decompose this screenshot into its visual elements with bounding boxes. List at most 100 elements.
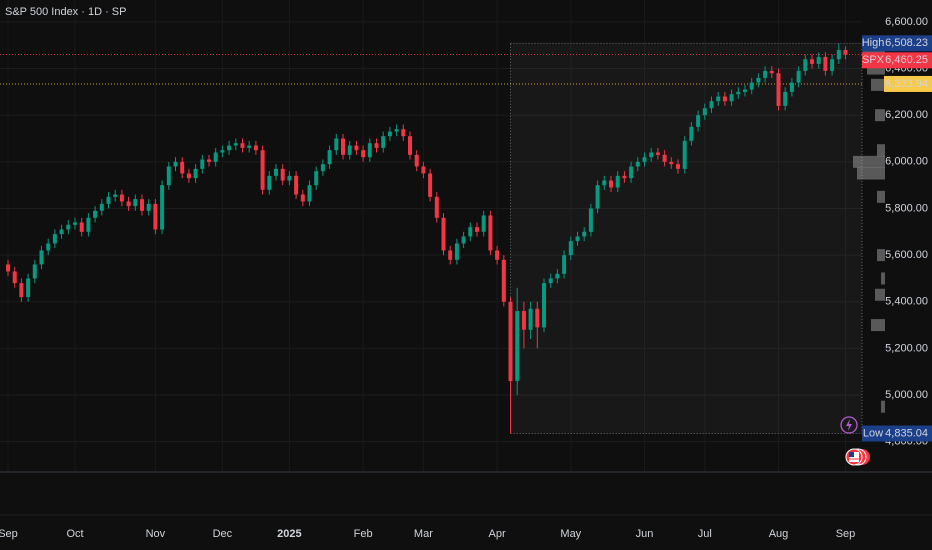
candle-body bbox=[736, 91, 741, 95]
candle-body bbox=[126, 201, 131, 207]
candle-body bbox=[401, 129, 406, 137]
y-tick-label: 5,800.00 bbox=[885, 202, 928, 214]
y-tick-label: 5,200.00 bbox=[885, 342, 928, 354]
candle-body bbox=[763, 70, 768, 78]
candle-body bbox=[749, 82, 754, 90]
candle-body bbox=[247, 145, 252, 148]
candle-body bbox=[93, 210, 98, 218]
candle-body bbox=[46, 243, 51, 251]
alert-icon[interactable] bbox=[840, 416, 858, 434]
candle-body bbox=[635, 161, 640, 167]
candle-body bbox=[327, 150, 332, 165]
marker-label: SPX bbox=[862, 54, 885, 66]
candle-body bbox=[133, 199, 138, 207]
candle-body bbox=[52, 234, 57, 244]
marker-label-box bbox=[862, 35, 884, 52]
candle-body bbox=[106, 196, 111, 204]
candle-body bbox=[615, 175, 620, 188]
candle-body bbox=[582, 231, 587, 237]
marker-label-box bbox=[862, 425, 884, 442]
marker-label: Low bbox=[863, 427, 883, 439]
plot-layer bbox=[0, 42, 885, 435]
candle-body bbox=[6, 264, 10, 272]
candle-body bbox=[595, 185, 600, 209]
candle-body bbox=[836, 49, 841, 60]
marker-value-box bbox=[884, 75, 932, 92]
candle-body bbox=[19, 283, 24, 298]
candle-body bbox=[796, 70, 801, 83]
candle-body bbox=[119, 194, 124, 202]
marker-label: High bbox=[862, 37, 885, 49]
candle-body bbox=[468, 227, 473, 237]
x-tick-label: Dec bbox=[213, 528, 233, 540]
candle-body bbox=[307, 185, 312, 202]
candle-body bbox=[160, 185, 165, 230]
candle-body bbox=[575, 236, 580, 242]
candle-body bbox=[153, 203, 158, 230]
candle-body bbox=[414, 154, 419, 167]
candle-body bbox=[528, 308, 533, 330]
candle-body bbox=[253, 145, 258, 151]
grid-layer bbox=[0, 0, 862, 472]
candle-body bbox=[803, 59, 808, 71]
x-tick-label: May bbox=[560, 528, 581, 540]
x-tick-label: 2025 bbox=[277, 528, 301, 540]
candle-body bbox=[729, 94, 734, 102]
candle-body bbox=[66, 224, 71, 230]
candle-body bbox=[783, 91, 788, 106]
candle-body bbox=[421, 166, 426, 174]
candle-body bbox=[434, 196, 439, 218]
range-box bbox=[510, 42, 863, 435]
candle-body bbox=[441, 217, 446, 251]
candle-body bbox=[810, 59, 814, 64]
candle-body bbox=[381, 136, 386, 148]
candle-body bbox=[568, 241, 573, 256]
candle-body bbox=[59, 229, 64, 235]
events-icon[interactable] bbox=[845, 448, 870, 466]
candle-body bbox=[146, 203, 151, 211]
profile-bar bbox=[871, 78, 885, 91]
candle-body bbox=[488, 215, 493, 251]
candle-body bbox=[676, 164, 680, 169]
x-tick-label: Sep bbox=[836, 528, 856, 540]
candle-body bbox=[689, 126, 694, 141]
candle-body bbox=[508, 301, 513, 382]
candle-body bbox=[542, 283, 546, 328]
candle-body bbox=[669, 161, 674, 165]
candle-body bbox=[79, 222, 84, 232]
candle-body bbox=[180, 161, 185, 174]
candle-body bbox=[743, 89, 747, 92]
x-tick-label: Aug bbox=[769, 528, 789, 540]
candle-body bbox=[320, 164, 325, 172]
profile-bar bbox=[877, 249, 885, 262]
candle-body bbox=[341, 138, 345, 155]
candle-body bbox=[32, 264, 37, 279]
marker-label-box bbox=[862, 52, 884, 69]
y-tick-label: 6,200.00 bbox=[885, 109, 928, 121]
candle-body bbox=[535, 308, 540, 328]
candle-body bbox=[789, 82, 794, 92]
y-tick-label: 6,600.00 bbox=[885, 16, 928, 28]
candle-body bbox=[495, 250, 500, 260]
candle-body bbox=[113, 194, 118, 197]
candle-body bbox=[756, 77, 761, 83]
candle-body bbox=[227, 145, 232, 151]
candle-body bbox=[696, 115, 701, 127]
candle-body bbox=[73, 222, 77, 225]
candle-body bbox=[408, 136, 412, 155]
candle-body bbox=[769, 70, 774, 74]
candle-body bbox=[274, 168, 278, 176]
marker-value-box bbox=[884, 425, 932, 442]
candle-body bbox=[314, 171, 319, 186]
candle-body bbox=[193, 168, 198, 179]
candle-body bbox=[501, 259, 506, 302]
x-tick-label: Mar bbox=[414, 528, 433, 540]
candle-body bbox=[709, 101, 714, 109]
candle-body bbox=[99, 203, 104, 211]
candle-body bbox=[287, 175, 292, 181]
candle-body bbox=[548, 278, 553, 284]
y-tick-label: 6,000.00 bbox=[885, 156, 928, 168]
marker-value: 6,508.23 bbox=[885, 37, 928, 49]
candle-body bbox=[588, 208, 593, 232]
x-tick-label: Sep bbox=[0, 528, 18, 540]
